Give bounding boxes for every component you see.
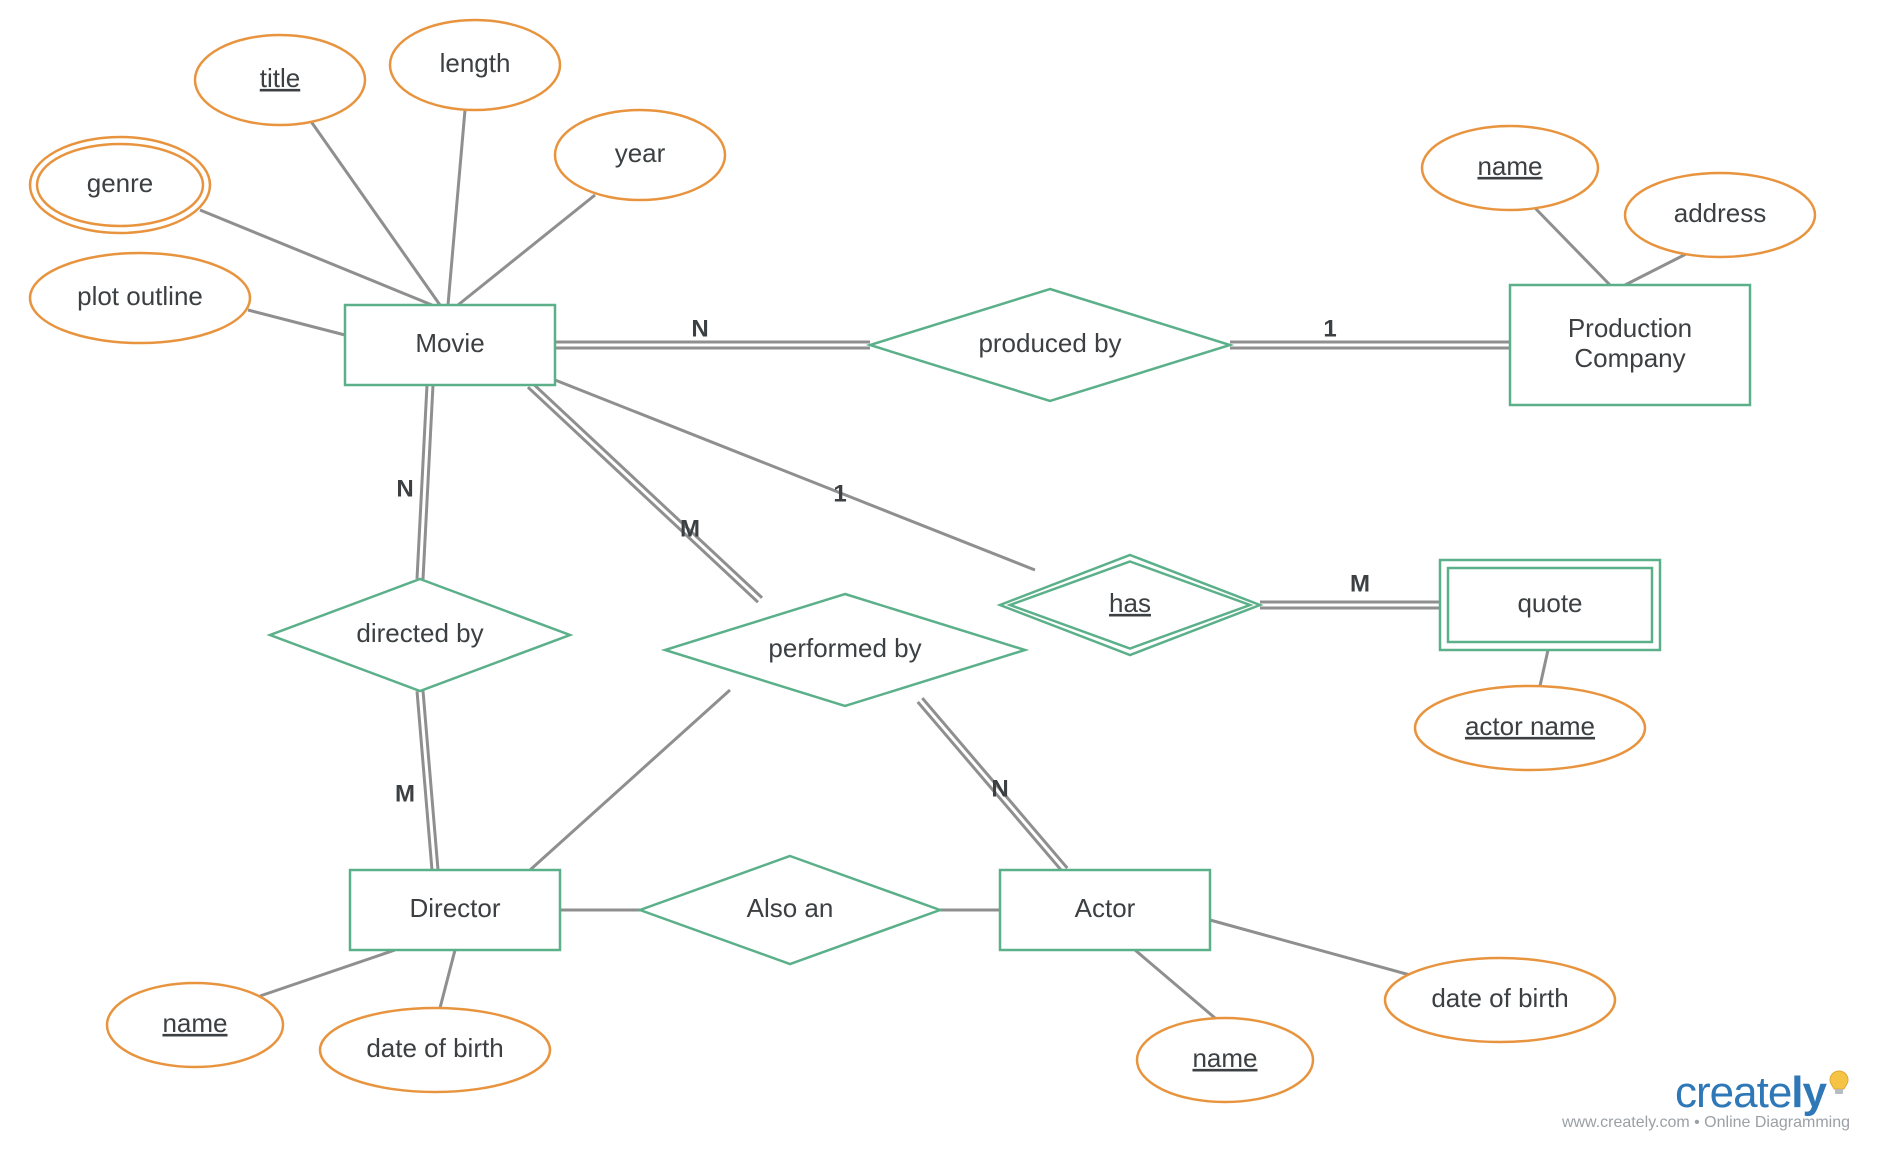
edge-movie-has: 1 xyxy=(555,380,1035,570)
attribute-year: year xyxy=(555,110,725,200)
relationship-alsoan: Also an xyxy=(640,856,940,964)
attribute-pc_addr: address xyxy=(1625,173,1815,257)
attribute-act_dob: date of birth xyxy=(1385,958,1615,1042)
edge-movie-directedby: N xyxy=(396,385,433,579)
attribute-label-dir_dob: date of birth xyxy=(366,1033,503,1063)
edge-directedby-director: M xyxy=(395,691,438,871)
edge-movie-producedby: N xyxy=(555,315,870,348)
relationship-label-performedby: performed by xyxy=(768,633,921,663)
attribute-label-pc_addr: address xyxy=(1674,198,1767,228)
entity-prodco: ProductionCompany xyxy=(1510,285,1750,405)
svg-text:M: M xyxy=(1350,570,1370,597)
edge-act_dob-actor xyxy=(1210,920,1410,975)
attribute-label-plot: plot outline xyxy=(77,281,203,311)
edge-performedby-actor: N xyxy=(918,698,1068,872)
attribute-dir_name: name xyxy=(107,983,283,1067)
svg-text:N: N xyxy=(691,315,708,342)
edge-dir_dob-director xyxy=(440,950,455,1008)
attribute-label-dir_name: name xyxy=(162,1008,227,1038)
attribute-q_actorname: actor name xyxy=(1415,686,1645,770)
entity-label-director: Director xyxy=(409,893,500,923)
edge-q_actorname-quote xyxy=(1540,650,1548,686)
relationship-directedby: directed by xyxy=(270,579,570,691)
edge-pc_name-prodco xyxy=(1535,208,1610,285)
edge-pc_addr-prodco xyxy=(1625,253,1688,285)
svg-text:N: N xyxy=(396,475,413,502)
edge-length-movie xyxy=(448,110,465,305)
relationship-label-producedby: produced by xyxy=(978,328,1121,358)
entity-director: Director xyxy=(350,870,560,950)
attribute-length: length xyxy=(390,20,560,110)
attribute-label-title: title xyxy=(260,63,300,93)
edge-plot-movie xyxy=(248,310,345,335)
edge-title-movie xyxy=(310,120,440,305)
entity-label-actor: Actor xyxy=(1075,893,1136,923)
relationship-label-alsoan: Also an xyxy=(747,893,834,923)
attribute-label-act_name: name xyxy=(1192,1043,1257,1073)
erd-canvas: N 1 N M M N 1 Mproduced by directed by performed … xyxy=(0,0,1880,1150)
attribute-label-act_dob: date of birth xyxy=(1431,983,1568,1013)
entity-actor: Actor xyxy=(1000,870,1210,950)
svg-text:1: 1 xyxy=(833,480,846,507)
entity-label-quote: quote xyxy=(1517,588,1582,618)
attribute-label-genre: genre xyxy=(87,168,154,198)
svg-text:M: M xyxy=(395,780,415,807)
watermark-tagline: www.creately.com • Online Diagramming xyxy=(1562,1114,1850,1132)
edge-director-performedby xyxy=(530,690,730,870)
entity-label-movie: Movie xyxy=(415,328,484,358)
attribute-title: title xyxy=(195,35,365,125)
svg-text:N: N xyxy=(991,775,1008,802)
attribute-genre: genre xyxy=(30,137,210,233)
attribute-label-year: year xyxy=(615,138,666,168)
entity-label-prodco: ProductionCompany xyxy=(1568,313,1692,373)
attribute-act_name: name xyxy=(1137,1018,1313,1102)
bulb-icon xyxy=(1828,1070,1850,1100)
relationship-producedby: produced by xyxy=(870,289,1230,401)
edge-dir_name-director xyxy=(260,950,395,996)
watermark-brand: creately xyxy=(1562,1068,1850,1118)
edge-producedby-prodco: 1 xyxy=(1230,315,1510,348)
edge-year-movie xyxy=(458,195,595,305)
entity-movie: Movie xyxy=(345,305,555,385)
watermark-brand-prefix: create xyxy=(1675,1068,1791,1117)
attribute-plot: plot outline xyxy=(30,253,250,343)
relationship-has: has xyxy=(1000,555,1260,655)
attribute-label-length: length xyxy=(440,48,511,78)
watermark-brand-suffix: ly xyxy=(1791,1068,1826,1117)
attribute-pc_name: name xyxy=(1422,126,1598,210)
svg-text:1: 1 xyxy=(1323,315,1336,342)
edge-act_name-actor xyxy=(1135,950,1215,1018)
relationship-label-has: has xyxy=(1109,588,1151,618)
attribute-dir_dob: date of birth xyxy=(320,1008,550,1092)
attribute-label-pc_name: name xyxy=(1477,151,1542,181)
attribute-label-q_actorname: actor name xyxy=(1465,711,1595,741)
relationship-performedby: performed by xyxy=(665,594,1025,706)
svg-text:M: M xyxy=(680,515,700,542)
relationship-label-directedby: directed by xyxy=(356,618,483,648)
edge-has-quote: M xyxy=(1260,570,1440,608)
creately-watermark: creately www.creately.com • Online Diagr… xyxy=(1562,1068,1850,1132)
entity-quote: quote xyxy=(1440,560,1660,650)
